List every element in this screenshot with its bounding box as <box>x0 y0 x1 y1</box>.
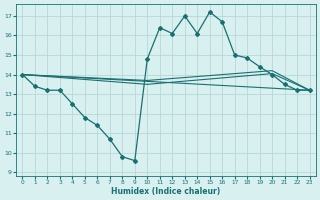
X-axis label: Humidex (Indice chaleur): Humidex (Indice chaleur) <box>111 187 221 196</box>
